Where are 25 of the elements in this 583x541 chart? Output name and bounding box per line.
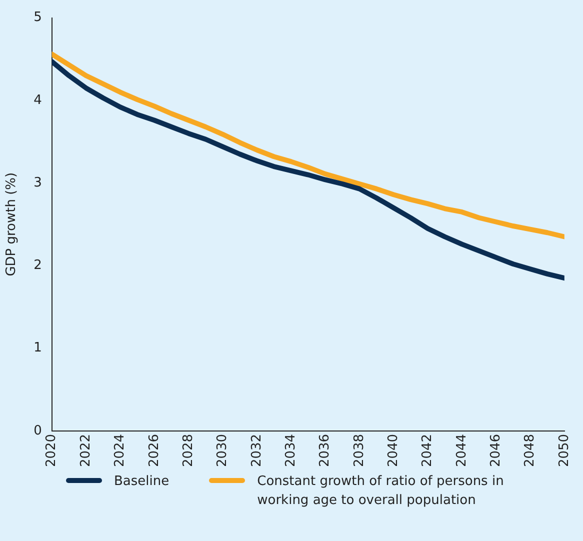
x-tick-label: 2030 bbox=[215, 434, 230, 468]
y-tick-label: 3 bbox=[34, 175, 42, 190]
x-tick-label: 2044 bbox=[454, 434, 470, 468]
y-tick-label: 4 bbox=[34, 92, 42, 108]
x-tick-label: 2040 bbox=[386, 434, 401, 468]
y-tick-label: 1 bbox=[34, 340, 42, 356]
x-tick-label: 2038 bbox=[352, 434, 367, 468]
y-axis-title: GDP growth (%) bbox=[4, 172, 20, 276]
x-tick-label: 2050 bbox=[556, 434, 572, 468]
legend-label: Constant growth of ratio of persons in working age to overall population bbox=[257, 473, 505, 510]
x-tick-label: 2048 bbox=[522, 434, 538, 468]
x-tick-label: 2042 bbox=[420, 434, 436, 468]
y-tick-label: 5 bbox=[34, 10, 42, 26]
y-tick-label: 2 bbox=[34, 258, 42, 274]
legend-label: Baseline bbox=[114, 473, 170, 491]
x-tick-label: 2032 bbox=[249, 434, 264, 468]
x-tick-label: 2028 bbox=[180, 434, 196, 468]
x-tick-label: 2036 bbox=[318, 434, 333, 468]
x-tick-label: 2022 bbox=[78, 434, 94, 468]
x-tick-label: 2026 bbox=[146, 434, 162, 468]
y-tick-label: 0 bbox=[34, 423, 42, 438]
x-tick-label: 2034 bbox=[283, 434, 298, 468]
x-tick-label: 2024 bbox=[112, 434, 128, 468]
x-tick-label: 2020 bbox=[44, 434, 60, 468]
x-tick-label: 2046 bbox=[488, 434, 504, 468]
